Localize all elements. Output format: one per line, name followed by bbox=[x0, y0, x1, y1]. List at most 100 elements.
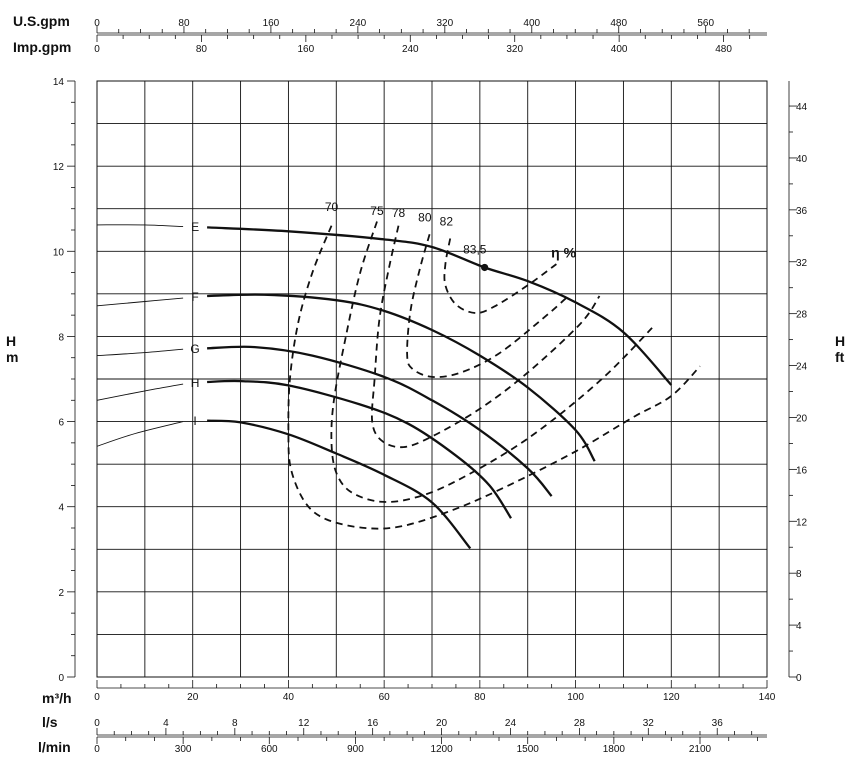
x-axis-tick-label: 0 bbox=[94, 692, 100, 703]
right-axis-title-h: H bbox=[835, 333, 845, 349]
bottom-axis-title-ls: l/s bbox=[42, 714, 58, 730]
top-axis-title-impgpm: Imp.gpm bbox=[13, 39, 71, 55]
top-axis-title-usgpm: U.S.gpm bbox=[13, 13, 70, 29]
lmin-axis-tick-label: 1200 bbox=[430, 744, 453, 755]
x-axis-tick-label: 120 bbox=[663, 692, 680, 703]
efficiency-label-70: 70 bbox=[325, 200, 339, 214]
head-curve-label-i: I bbox=[193, 414, 196, 428]
efficiency-curve-82 bbox=[443, 238, 557, 314]
lmin-axis-tick-label: 0 bbox=[94, 744, 100, 755]
head-curve-g bbox=[207, 345, 553, 497]
left-axis-tick-label: 14 bbox=[53, 77, 65, 88]
ls-axis-tick-label: 0 bbox=[94, 718, 100, 729]
efficiency-legend-label: η % bbox=[551, 245, 576, 261]
impgpm-axis-tick-label: 480 bbox=[715, 44, 732, 55]
left-axis-tick-label: 10 bbox=[53, 247, 65, 258]
efficiency-curve-80 bbox=[406, 234, 567, 378]
left-axis-tick-label: 12 bbox=[53, 162, 65, 173]
right-axis-tick-label: 0 bbox=[796, 673, 802, 684]
head-curve-tail-f bbox=[96, 297, 184, 307]
efficiency-curves bbox=[287, 221, 701, 530]
usgpm-axis-tick-label: 400 bbox=[523, 18, 540, 29]
ls-axis-tick-label: 36 bbox=[712, 718, 724, 729]
left-axis-title-h: H bbox=[6, 333, 16, 349]
efficiency-label-80: 80 bbox=[418, 210, 432, 224]
right-axis-tick-label: 44 bbox=[796, 102, 808, 113]
right-axis-tick-label: 8 bbox=[796, 569, 802, 580]
lmin-axis-tick-label: 2100 bbox=[689, 744, 712, 755]
usgpm-axis-tick-label: 160 bbox=[263, 18, 280, 29]
ls-axis-tick-label: 28 bbox=[574, 718, 586, 729]
grid bbox=[96, 80, 768, 678]
head-curve-h bbox=[207, 379, 512, 519]
impgpm-axis-tick-label: 80 bbox=[196, 44, 208, 55]
x-axis-tick-label: 60 bbox=[379, 692, 391, 703]
ls-axis-tick-label: 24 bbox=[505, 718, 517, 729]
best-efficiency-label: 83,5 bbox=[463, 242, 487, 256]
efficiency-label-78: 78 bbox=[392, 206, 406, 220]
x-axis-title-m3h: m³/h bbox=[42, 690, 72, 706]
x-axis-tick-label: 40 bbox=[283, 692, 295, 703]
head-curve-tail-h bbox=[96, 383, 184, 401]
lmin-axis-tick-label: 600 bbox=[261, 744, 278, 755]
head-curve-label-h: H bbox=[191, 376, 200, 390]
usgpm-axis-tick-label: 560 bbox=[697, 18, 714, 29]
left-axis-tick-label: 2 bbox=[58, 588, 64, 599]
ls-axis-tick-label: 20 bbox=[436, 718, 448, 729]
x-axis-tick-label: 80 bbox=[474, 692, 486, 703]
right-axis-tick-label: 4 bbox=[796, 621, 802, 632]
left-axis-tick-label: 4 bbox=[58, 503, 64, 514]
impgpm-axis-tick-label: 160 bbox=[298, 44, 315, 55]
right-axis-tick-label: 28 bbox=[796, 310, 808, 321]
right-axis-tick-label: 32 bbox=[796, 258, 808, 269]
left-axis-tick-label: 8 bbox=[58, 332, 64, 343]
lmin-axis-tick-label: 1800 bbox=[603, 744, 626, 755]
right-axis-tick-label: 40 bbox=[796, 154, 808, 165]
x-axis-tick-label: 20 bbox=[187, 692, 199, 703]
impgpm-axis-tick-label: 320 bbox=[506, 44, 523, 55]
right-axis-tick-label: 16 bbox=[796, 465, 808, 476]
right-axis-tick-label: 12 bbox=[796, 517, 808, 528]
head-curve-i bbox=[207, 419, 472, 550]
x-axis-tick-label: 140 bbox=[759, 692, 776, 703]
left-axis-title-m: m bbox=[6, 349, 18, 365]
usgpm-axis-tick-label: 240 bbox=[350, 18, 367, 29]
usgpm-axis-tick-label: 0 bbox=[94, 18, 100, 29]
efficiency-label-82: 82 bbox=[440, 215, 454, 229]
ls-axis-tick-label: 32 bbox=[643, 718, 655, 729]
usgpm-axis-tick-label: 320 bbox=[436, 18, 453, 29]
best-efficiency-point bbox=[481, 263, 489, 272]
head-curve-label-f: F bbox=[191, 290, 198, 304]
ls-axis-tick-label: 8 bbox=[232, 718, 238, 729]
usgpm-axis-tick-label: 480 bbox=[610, 18, 627, 29]
right-axis-tick-label: 20 bbox=[796, 413, 808, 424]
x-axis-tick-label: 100 bbox=[567, 692, 584, 703]
left-axis-tick-label: 6 bbox=[58, 418, 64, 429]
head-curve-tail-i bbox=[96, 421, 184, 447]
bottom-axis-title-lmin: l/min bbox=[38, 739, 71, 755]
left-axis-tick-label: 0 bbox=[58, 673, 64, 684]
lmin-axis-tick-label: 900 bbox=[347, 744, 364, 755]
ls-axis-tick-label: 12 bbox=[298, 718, 310, 729]
lmin-axis-tick-label: 1500 bbox=[517, 744, 540, 755]
lmin-axis-tick-label: 300 bbox=[175, 744, 192, 755]
ls-axis-tick-label: 4 bbox=[163, 718, 169, 729]
head-curve-tail-g bbox=[96, 348, 184, 357]
head-curve-f bbox=[207, 293, 596, 462]
efficiency-label-75: 75 bbox=[370, 204, 384, 218]
head-curve-tail-e bbox=[96, 224, 184, 228]
impgpm-axis-tick-label: 0 bbox=[94, 44, 100, 55]
usgpm-axis-tick-label: 80 bbox=[178, 18, 190, 29]
head-curve-label-e: E bbox=[191, 220, 199, 234]
ls-axis-tick-label: 16 bbox=[367, 718, 379, 729]
efficiency-curve-70 bbox=[287, 225, 701, 530]
impgpm-axis-tick-label: 400 bbox=[611, 44, 628, 55]
impgpm-axis-tick-label: 240 bbox=[402, 44, 419, 55]
right-axis-tick-label: 36 bbox=[796, 206, 808, 217]
efficiency-curve-75 bbox=[330, 221, 653, 503]
right-axis-title-ft: ft bbox=[835, 349, 845, 365]
curve-labels: E F G H I 70 75 78 80 82 83,5 η % bbox=[190, 200, 576, 428]
right-axis-tick-label: 24 bbox=[796, 362, 808, 373]
